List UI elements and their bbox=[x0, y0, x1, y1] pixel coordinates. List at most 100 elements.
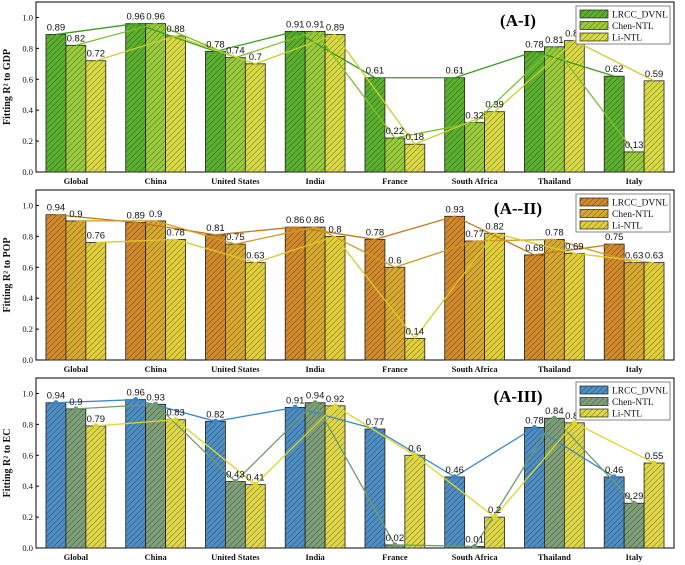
bar-hatch-pop-s1-c6 bbox=[544, 239, 565, 360]
bar-hatch-pop-s0-c0 bbox=[45, 214, 66, 360]
data-label: 0.93 bbox=[146, 392, 165, 403]
data-label: 0.59 bbox=[645, 69, 664, 80]
legend-entry-ec-2: Li-NTL bbox=[612, 410, 642, 420]
bar-hatch-gdp-s0-c2 bbox=[205, 51, 226, 172]
y-axis-label-gdp: Fitting R² to GDP bbox=[2, 49, 13, 125]
y-tick-label: 0.8 bbox=[22, 43, 33, 53]
bar-hatch-gdp-s0-c0 bbox=[45, 34, 66, 172]
data-label: 0.8 bbox=[328, 224, 341, 235]
bar-hatch-gdp-s0-c1 bbox=[125, 23, 146, 172]
legend-entry-ec-1: Chen-NTL bbox=[612, 398, 654, 408]
y-tick-label: 0.8 bbox=[22, 231, 33, 241]
data-label: 0.91 bbox=[306, 19, 325, 30]
y-tick-label: 0.6 bbox=[22, 74, 33, 84]
data-label: 0.84 bbox=[545, 406, 564, 417]
bar-hatch-pop-s2-c5 bbox=[484, 233, 505, 360]
data-label: 0.76 bbox=[87, 231, 106, 242]
legend-swatch-hatch-gdp-2 bbox=[580, 33, 608, 41]
series-line-pop-1 bbox=[75, 220, 635, 268]
bar-hatch-ec-s1-c1 bbox=[145, 404, 166, 548]
category-label: United States bbox=[211, 176, 260, 186]
series-line-gdp-2 bbox=[95, 33, 655, 145]
bar-hatch-gdp-s1-c3 bbox=[305, 31, 326, 173]
bar-hatch-gdp-s1-c2 bbox=[225, 57, 246, 172]
category-label: India bbox=[305, 176, 325, 186]
bar-hatch-gdp-s1-c5 bbox=[464, 122, 485, 172]
bar-hatch-ec-s0-c5 bbox=[444, 476, 465, 548]
data-label: 0.61 bbox=[445, 66, 464, 77]
data-label: 0.89 bbox=[126, 210, 145, 221]
y-tick-label: 0.0 bbox=[22, 543, 33, 553]
series-line-ec-2 bbox=[95, 404, 655, 518]
legend-swatch-hatch-ec-0 bbox=[580, 386, 608, 394]
bar-hatch-pop-s2-c1 bbox=[165, 239, 186, 360]
data-label: 0.74 bbox=[226, 46, 245, 57]
bar-hatch-pop-s2-c0 bbox=[85, 242, 106, 360]
bar-hatch-pop-s1-c2 bbox=[225, 244, 246, 360]
data-label: 0.46 bbox=[605, 465, 624, 476]
bar-hatch-pop-s1-c5 bbox=[464, 241, 485, 360]
series-line-gdp-0 bbox=[55, 22, 615, 79]
bar-hatch-gdp-s2-c6 bbox=[564, 40, 585, 172]
category-label: Global bbox=[64, 176, 89, 186]
category-label: Thailand bbox=[538, 364, 571, 374]
bar-hatch-ec-s2-c0 bbox=[85, 425, 106, 548]
category-label: Italy bbox=[626, 176, 644, 186]
data-label: 0.13 bbox=[625, 140, 644, 151]
series-point-ec-0 bbox=[531, 424, 538, 431]
series-point-ec-0 bbox=[53, 400, 59, 406]
panel-title-pop: (A--II) bbox=[494, 199, 542, 218]
category-label: Italy bbox=[626, 364, 644, 374]
bar-hatch-gdp-s1-c6 bbox=[544, 46, 565, 173]
data-label: 0.46 bbox=[445, 465, 464, 476]
data-label: 0.89 bbox=[47, 22, 66, 33]
data-label: 0.82 bbox=[206, 409, 225, 420]
series-point-ec-0 bbox=[133, 397, 139, 403]
bar-hatch-ec-s1-c0 bbox=[65, 408, 86, 548]
data-label: 0.39 bbox=[485, 100, 504, 111]
data-label: 0.96 bbox=[126, 12, 145, 23]
bar-hatch-ec-s2-c5 bbox=[484, 517, 505, 548]
bar-hatch-ec-s0-c4 bbox=[364, 429, 385, 548]
data-label: 0.2 bbox=[488, 505, 501, 516]
bar-hatch-ec-s1-c7 bbox=[624, 503, 645, 548]
data-label: 0.94 bbox=[306, 391, 325, 402]
bar-hatch-pop-s2-c7 bbox=[644, 262, 665, 360]
series-point-ec-0 bbox=[292, 404, 298, 410]
data-label: 0.94 bbox=[47, 391, 66, 402]
series-line-ec-0 bbox=[55, 398, 615, 478]
legend-swatch-hatch-ec-2 bbox=[580, 409, 608, 417]
data-label: 0.88 bbox=[166, 24, 185, 35]
data-label: 0.63 bbox=[246, 251, 265, 262]
data-label: 0.96 bbox=[146, 12, 165, 23]
category-label: Thailand bbox=[538, 176, 571, 186]
y-tick-label: 0.4 bbox=[22, 481, 33, 491]
y-tick-label: 1.0 bbox=[22, 12, 33, 22]
series-point-ec-1 bbox=[631, 500, 637, 506]
series-point-ec-2 bbox=[651, 460, 657, 466]
category-label: France bbox=[382, 552, 408, 562]
series-point-ec-1 bbox=[472, 543, 478, 550]
data-label: 0.6 bbox=[388, 255, 401, 266]
data-label: 0.75 bbox=[605, 232, 624, 243]
data-label: 0.72 bbox=[87, 49, 106, 60]
bar-hatch-pop-s0-c5 bbox=[444, 216, 465, 360]
category-label: India bbox=[305, 552, 325, 562]
data-label: 0.41 bbox=[246, 473, 265, 484]
data-label: 0.9 bbox=[69, 397, 82, 408]
bar-hatch-gdp-s0-c7 bbox=[604, 76, 625, 172]
y-tick-label: 0.2 bbox=[22, 324, 33, 334]
data-label: 0.18 bbox=[406, 132, 425, 143]
legend-swatch-hatch-pop-2 bbox=[580, 221, 608, 229]
category-label: China bbox=[145, 552, 168, 562]
category-label: United States bbox=[211, 552, 260, 562]
y-tick-label: 0.4 bbox=[22, 105, 33, 115]
legend-swatch-hatch-pop-0 bbox=[580, 198, 608, 206]
data-label: 0.77 bbox=[465, 229, 484, 240]
bar-hatch-ec-s2-c2 bbox=[245, 484, 266, 548]
bar-hatch-pop-s0-c3 bbox=[285, 227, 306, 360]
category-label: Global bbox=[64, 552, 89, 562]
legend-swatch-hatch-gdp-1 bbox=[580, 21, 608, 30]
